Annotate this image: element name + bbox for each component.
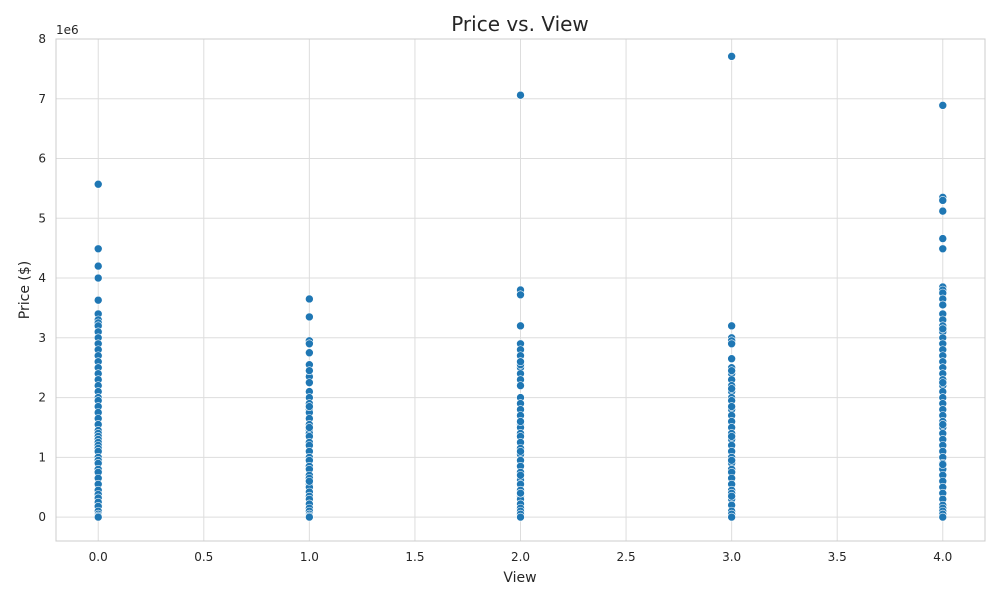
x-tick-label: 3.0 <box>722 550 741 564</box>
x-tick-label: 4.0 <box>933 550 952 564</box>
y-tick-label: 7 <box>38 92 46 106</box>
data-point <box>516 512 525 522</box>
data-point <box>938 512 948 522</box>
y-tick-label: 1 <box>38 450 46 464</box>
data-point <box>727 321 736 331</box>
data-point <box>516 447 525 456</box>
plot-frame <box>55 38 986 542</box>
data-point <box>305 294 314 304</box>
data-point <box>727 402 736 411</box>
data-point <box>305 378 314 387</box>
data-point <box>938 324 948 334</box>
data-point <box>727 354 736 364</box>
data-point <box>938 206 948 216</box>
y-tick-label: 2 <box>38 391 46 405</box>
x-tick-label: 0.0 <box>89 550 108 564</box>
data-point <box>938 378 948 387</box>
data-point <box>516 417 525 426</box>
y-tick-label: 0 <box>38 510 46 524</box>
x-axis-label: View <box>503 570 536 586</box>
y-axis-label: Price ($) <box>17 261 33 319</box>
data-point <box>938 101 948 110</box>
data-point <box>938 300 948 310</box>
x-tick-label: 2.5 <box>617 550 636 564</box>
data-point <box>93 273 103 283</box>
data-point <box>93 261 103 271</box>
x-tick-label: 1.5 <box>405 550 424 564</box>
data-point <box>305 402 314 411</box>
data-point <box>93 512 103 522</box>
data-point <box>938 460 948 469</box>
data-point <box>727 384 736 393</box>
data-point <box>727 366 736 375</box>
data-point <box>727 432 736 441</box>
data-point <box>93 295 103 305</box>
x-tick-labels: 0.0 0.5 1.0 1.5 2.0 2.5 3.0 3.5 4.0 <box>89 550 953 564</box>
data-point <box>305 348 314 358</box>
x-tick-label: 2.0 <box>511 550 530 564</box>
y-offset-label: 1e6 <box>56 23 79 37</box>
x-tick-label: 1.0 <box>300 550 319 564</box>
y-tick-label: 6 <box>38 152 46 166</box>
chart-title: Price vs. View <box>451 12 589 36</box>
data-point <box>516 290 525 300</box>
data-point <box>516 321 525 331</box>
y-tick-label: 8 <box>38 32 46 46</box>
y-tick-label: 5 <box>38 211 46 225</box>
data-point <box>938 244 948 254</box>
x-tick-label: 0.5 <box>194 550 213 564</box>
data-point <box>305 339 314 349</box>
data-point <box>305 476 314 486</box>
data-point <box>516 90 525 100</box>
data-point <box>727 512 736 522</box>
data-point <box>93 244 103 254</box>
data-point <box>305 312 314 322</box>
data-point <box>727 491 736 501</box>
y-tick-label: 4 <box>38 271 46 285</box>
y-tick-labels: 0 1 2 3 4 5 6 7 8 <box>38 32 46 524</box>
data-points <box>93 52 948 522</box>
y-tick-label: 3 <box>38 331 46 345</box>
data-point <box>305 512 314 522</box>
data-point <box>305 366 314 375</box>
data-point <box>938 196 948 205</box>
data-point <box>516 381 525 390</box>
data-point <box>727 52 736 61</box>
data-point <box>516 488 525 498</box>
data-point <box>305 423 314 432</box>
data-point <box>93 179 103 189</box>
data-point <box>727 456 736 465</box>
data-point <box>516 470 525 480</box>
x-tick-label: 3.5 <box>828 550 847 564</box>
data-point <box>727 339 736 349</box>
data-point <box>516 357 525 367</box>
data-point <box>938 234 948 243</box>
data-point <box>938 420 948 429</box>
